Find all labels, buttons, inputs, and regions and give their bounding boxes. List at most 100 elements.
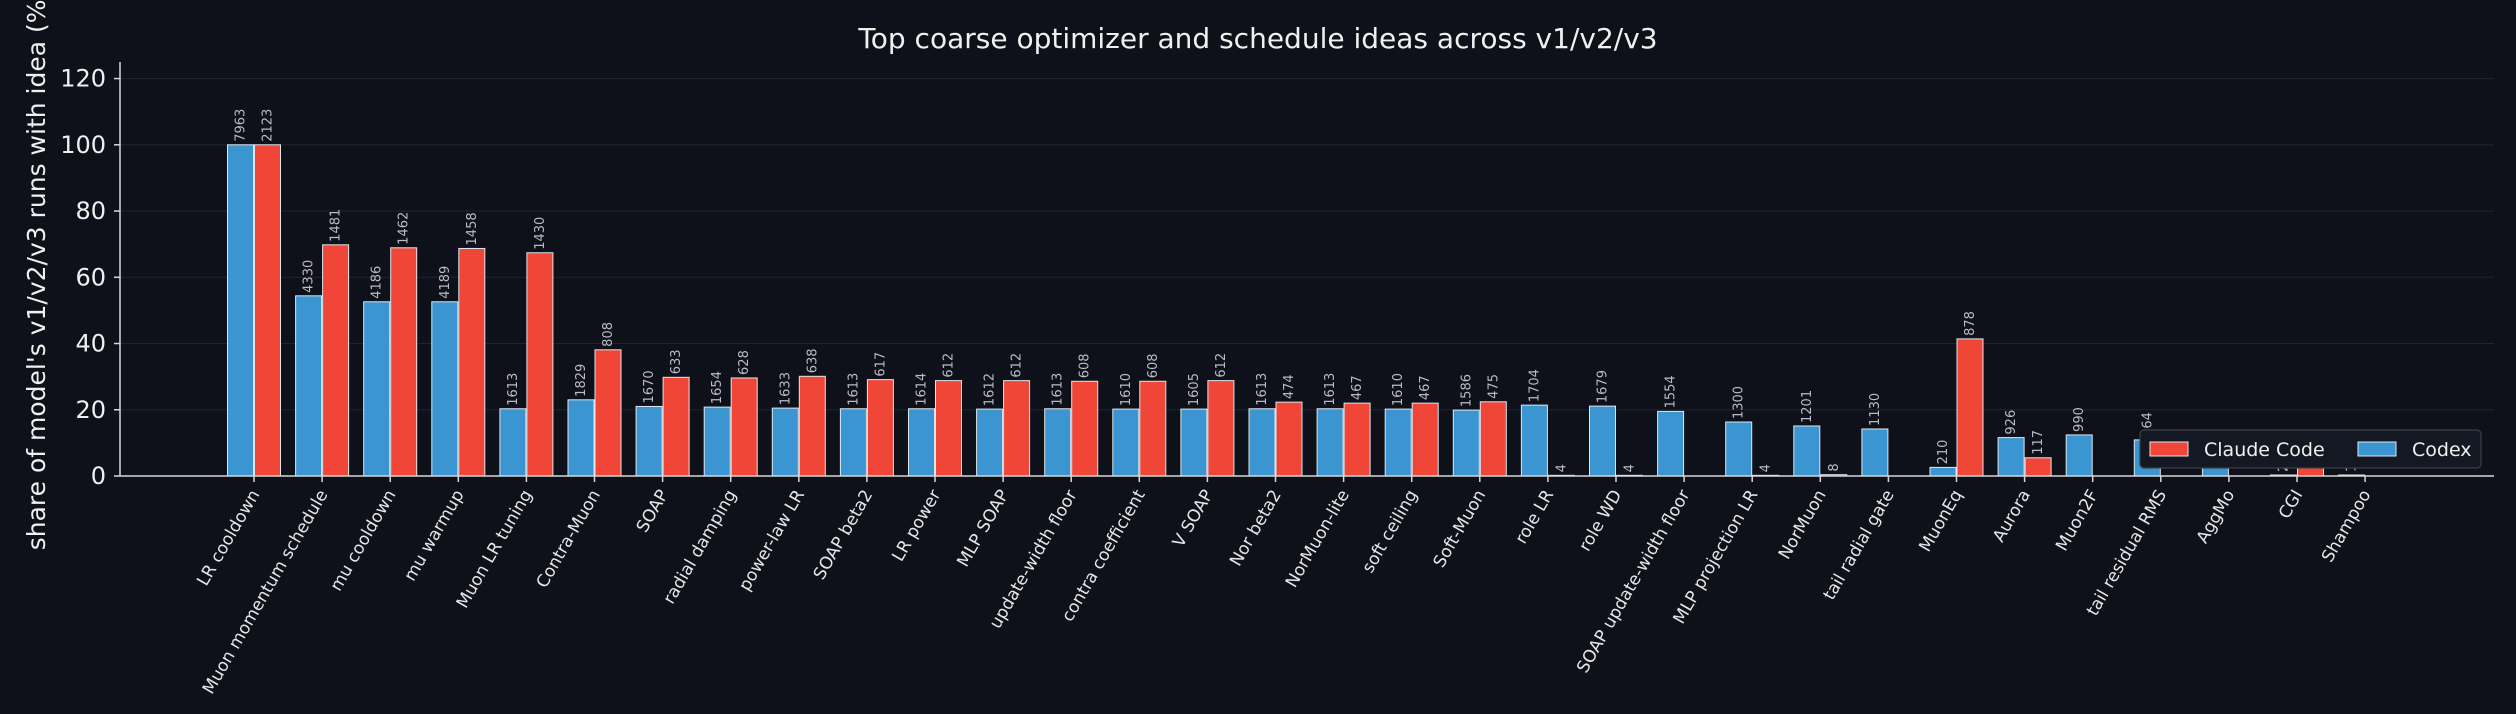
- chart-title: Top coarse optimizer and schedule ideas …: [857, 22, 1657, 55]
- bar-claude-code: [1003, 380, 1031, 477]
- data-label: 1612: [983, 373, 998, 406]
- bars-group: [227, 144, 2366, 477]
- y-tick-label: 80: [75, 197, 106, 225]
- data-label: 1610: [1119, 373, 1134, 406]
- data-label: 878: [1963, 311, 1978, 336]
- data-label: 467: [1350, 375, 1365, 400]
- data-label: 1613: [1051, 373, 1066, 406]
- y-tick-label: 60: [75, 263, 106, 291]
- y-axis-label: share of model's v1/v2/v3 runs with idea…: [22, 0, 51, 550]
- data-label: 1300: [1732, 386, 1747, 419]
- data-label: 628: [737, 350, 752, 375]
- bar-codex: [227, 144, 254, 477]
- bar-codex: [771, 407, 799, 477]
- bar-codex: [1316, 408, 1344, 477]
- bar-codex: [908, 408, 935, 477]
- data-label: 1704: [1527, 369, 1542, 402]
- data-label: 612: [942, 353, 957, 378]
- data-label: 8: [1827, 463, 1842, 471]
- bar-claude-code: [526, 252, 554, 477]
- bar-codex: [1248, 408, 1276, 477]
- data-label: 1130: [1868, 393, 1883, 426]
- bar-claude-code: [798, 375, 826, 477]
- data-label: 4186: [370, 266, 385, 299]
- data-label: 1481: [329, 209, 344, 242]
- bar-claude-code: [730, 377, 758, 477]
- legend: Claude Code Codex: [2139, 429, 2482, 469]
- data-label: 1610: [1391, 373, 1406, 406]
- data-label: 1462: [397, 212, 412, 245]
- data-label: 926: [2004, 410, 2019, 435]
- data-label: 617: [873, 352, 888, 377]
- bar-codex: [1384, 408, 1412, 477]
- data-label: 1458: [465, 212, 480, 245]
- bar-claude-code: [1343, 402, 1371, 477]
- bar-codex: [499, 408, 527, 477]
- data-label: 1430: [533, 217, 548, 250]
- bar-claude-code: [322, 244, 350, 477]
- y-tick-label: 0: [91, 462, 106, 490]
- data-label: 210: [1936, 440, 1951, 465]
- data-label: 1654: [710, 371, 725, 404]
- data-label: 1829: [574, 364, 589, 397]
- legend-swatch-codex: [2357, 441, 2397, 457]
- bar-claude-code: [662, 376, 690, 477]
- data-label: 4: [1759, 464, 1774, 472]
- bar-claude-code: [1275, 401, 1303, 477]
- bar-claude-code: [458, 247, 486, 477]
- bar-claude-code: [935, 380, 962, 477]
- data-label: 467: [1418, 375, 1433, 400]
- bar-codex: [1044, 408, 1072, 477]
- bar-claude-code: [1479, 401, 1507, 477]
- y-tick-label: 40: [75, 330, 106, 358]
- bar-claude-code: [594, 349, 622, 477]
- data-label: 612: [1010, 353, 1025, 378]
- bar-codex: [295, 295, 323, 477]
- bar-codex: [703, 406, 731, 477]
- data-label: 1554: [1664, 375, 1679, 408]
- bar-codex: [1112, 408, 1140, 477]
- bar-claude-code: [2024, 457, 2052, 477]
- y-tick-label: 120: [60, 65, 106, 93]
- data-label: 4: [1554, 464, 1569, 472]
- bar-claude-code: [1207, 380, 1235, 477]
- bar-claude-code: [2297, 467, 2324, 477]
- bar-codex: [1793, 425, 1821, 477]
- data-label: 1605: [1187, 373, 1202, 406]
- bar-codex: [976, 408, 1004, 477]
- bar-claude-code: [1411, 402, 1439, 477]
- bar-codex: [363, 301, 391, 477]
- bar-codex: [1929, 466, 1957, 477]
- bar-codex: [1180, 408, 1208, 477]
- bar-codex: [1861, 428, 1889, 477]
- data-label: 117: [2031, 430, 2046, 455]
- data-label: 808: [601, 322, 616, 347]
- legend-swatch-claude-code: [2149, 441, 2189, 457]
- bar-codex: [567, 399, 595, 477]
- bar-codex: [1520, 404, 1548, 477]
- data-label: 7963: [234, 109, 249, 142]
- bar-claude-code: [1956, 338, 1984, 477]
- bar-codex: [2065, 434, 2093, 477]
- bar-claude-code: [254, 144, 281, 477]
- data-label: 475: [1486, 374, 1501, 399]
- data-label: 633: [669, 349, 684, 374]
- axes-group: [119, 62, 2494, 477]
- bar-codex: [839, 408, 867, 477]
- data-label: 4: [1623, 464, 1638, 472]
- y-tick-label: 100: [60, 131, 106, 159]
- data-label: 608: [1146, 353, 1161, 378]
- data-label: 1613: [506, 373, 521, 406]
- data-label: 612: [1214, 353, 1229, 378]
- data-label: 1613: [1255, 373, 1270, 406]
- data-label: 4189: [438, 266, 453, 299]
- data-label: 1670: [642, 370, 657, 403]
- bar-codex: [1589, 405, 1616, 477]
- legend-label-claude-code: Claude Code: [2204, 439, 2325, 461]
- legend-box: [2139, 429, 2482, 469]
- bar-claude-code: [866, 379, 894, 477]
- y-tick-label: 20: [75, 396, 106, 424]
- data-label: 1201: [1800, 390, 1815, 423]
